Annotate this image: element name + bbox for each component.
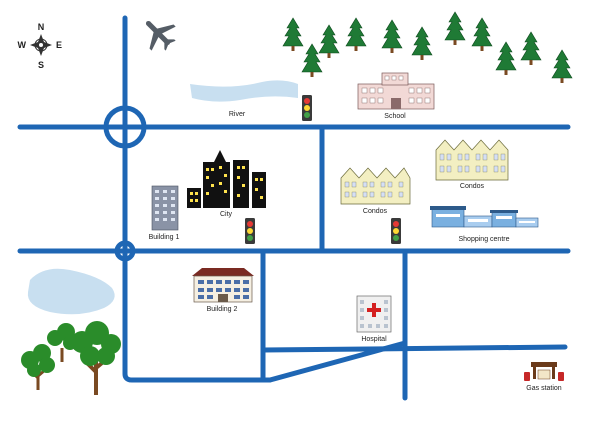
pine-tree-icon: [301, 43, 323, 78]
gas-station-label: Gas station: [526, 385, 562, 392]
road-east-branch: [260, 344, 568, 353]
road-network: [17, 15, 571, 401]
traffic-light-icon: [391, 218, 401, 244]
condos-right-label: Condos: [460, 183, 485, 190]
pine-tree-icon: [345, 17, 367, 52]
pine-tree-icon: [471, 17, 493, 52]
condos-left-label: Condos: [363, 208, 388, 215]
pine-tree-icon: [318, 24, 340, 59]
building-1-label: Building 1: [149, 234, 180, 241]
city-skyline: City: [187, 150, 266, 218]
deciduous-tree-icon: [71, 321, 121, 395]
condos-right: Condos: [435, 139, 509, 190]
pine-tree-icon: [282, 17, 304, 52]
river: River: [190, 80, 298, 118]
pine-tree-icon: [444, 11, 466, 46]
roundabout-middle: [114, 240, 136, 262]
deciduous-tree-icon: [21, 344, 55, 390]
gas-station: Gas station: [524, 362, 564, 392]
river-water: [190, 80, 298, 102]
shopping-centre-label: Shopping centre: [459, 236, 510, 243]
building-2-label: Building 2: [207, 306, 238, 313]
condos-left: Condos: [340, 167, 411, 215]
lake: [27, 268, 115, 315]
pine-forest: [282, 11, 573, 84]
road-diagonal: [267, 340, 408, 383]
deciduous-tree-group: [21, 321, 121, 395]
compass-south-label: S: [38, 60, 44, 70]
compass-east-label: E: [56, 40, 62, 50]
compass-west-label: W: [18, 40, 27, 50]
river-label: River: [229, 111, 246, 118]
gas-pump-icon: [524, 372, 564, 381]
building-2: Building 2: [192, 268, 254, 313]
city-label: City: [220, 211, 233, 218]
traffic-light-icon: [245, 218, 255, 244]
pine-tree-icon: [411, 26, 433, 61]
compass-north-label: N: [38, 22, 45, 32]
building-1: Building 1: [149, 185, 180, 241]
roundabout-north: [103, 105, 147, 149]
hospital-cross-icon: [367, 303, 381, 317]
pine-tree-icon: [381, 19, 403, 54]
school-building: School: [357, 72, 435, 120]
shopping-centre: Shopping centre: [430, 206, 539, 243]
pine-tree-icon: [495, 41, 517, 76]
hospital: Hospital: [356, 295, 392, 343]
school-label: School: [384, 113, 406, 120]
road-vertical-main: [122, 15, 273, 383]
airplane-icon: [145, 20, 176, 51]
hospital-label: Hospital: [361, 336, 387, 343]
compass-rose-icon: N S E W: [18, 22, 63, 70]
pine-tree-icon: [551, 49, 573, 84]
pine-tree-icon: [520, 31, 542, 66]
traffic-light-icon: [302, 95, 312, 121]
